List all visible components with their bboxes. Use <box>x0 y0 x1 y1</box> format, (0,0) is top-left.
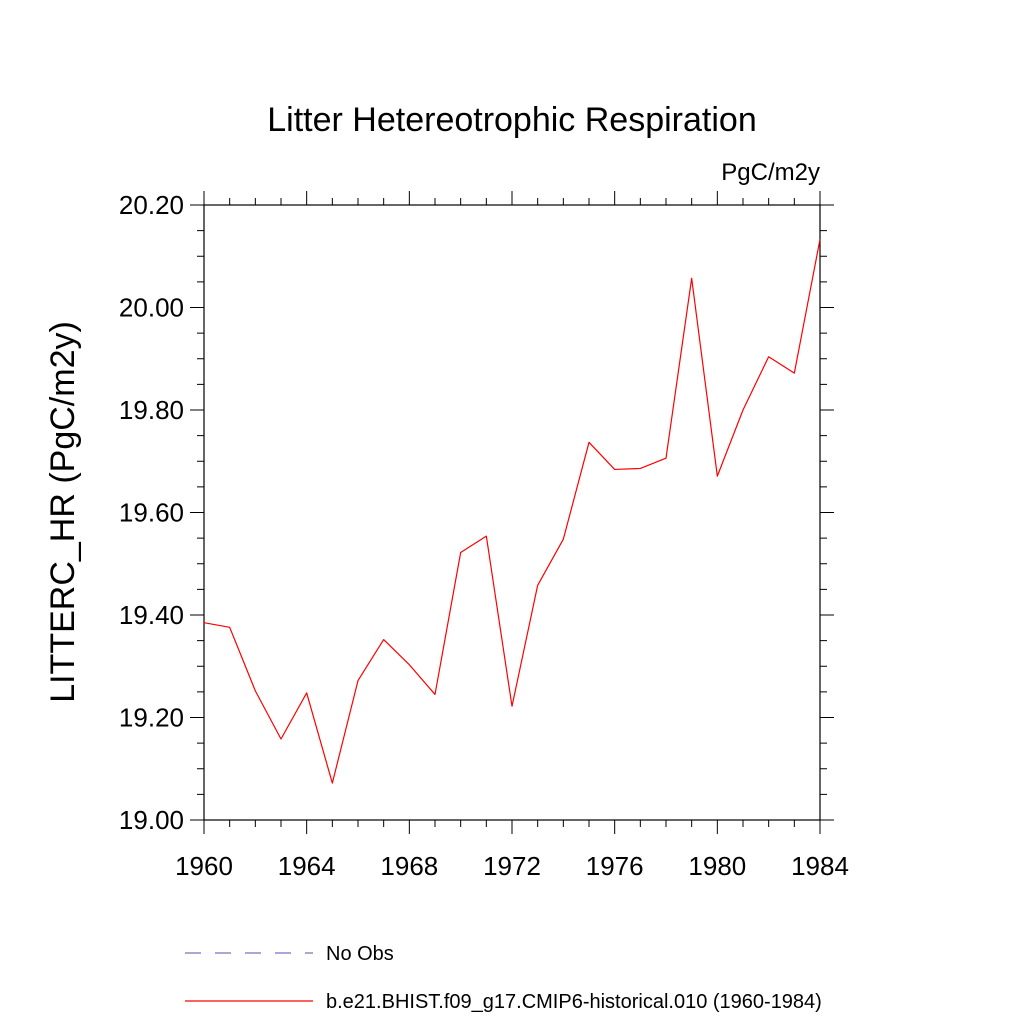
y-tick-label: 19.60 <box>119 498 184 528</box>
x-tick-label: 1976 <box>586 851 644 881</box>
y-tick-label: 19.80 <box>119 395 184 425</box>
x-tick-labels: 1960 1964 1968 1972 1976 1980 1984 <box>175 851 849 881</box>
y-tick-label: 19.00 <box>119 805 184 835</box>
units-label: PgC/m2y <box>721 159 820 186</box>
y-tick-labels: 19.00 19.20 19.40 19.60 19.80 20.00 20.20 <box>119 190 184 835</box>
x-tick-label: 1972 <box>483 851 541 881</box>
series-line <box>203 239 821 784</box>
x-tick-label: 1968 <box>380 851 438 881</box>
legend-label-no-obs: No Obs <box>326 943 394 965</box>
x-tick-label: 1964 <box>278 851 336 881</box>
axis-ticks <box>190 191 834 834</box>
y-tick-label: 19.40 <box>119 600 184 630</box>
x-tick-label: 1980 <box>688 851 746 881</box>
y-tick-label: 20.20 <box>119 190 184 220</box>
series-group <box>203 239 821 784</box>
legend-label-historical: b.e21.BHIST.f09_g17.CMIP6-historical.010… <box>326 991 822 1013</box>
plot-frame <box>203 204 821 821</box>
x-tick-label: 1960 <box>175 851 233 881</box>
y-tick-label: 20.00 <box>119 293 184 323</box>
legend: No Obs b.e21.BHIST.f09_g17.CMIP6-histori… <box>185 943 822 1013</box>
chart-title: Litter Hetereotrophic Respiration <box>267 101 756 139</box>
y-tick-label: 19.20 <box>119 703 184 733</box>
y-axis-title: LITTERC_HR (PgC/m2y) <box>44 321 82 703</box>
x-tick-label: 1984 <box>791 851 849 881</box>
